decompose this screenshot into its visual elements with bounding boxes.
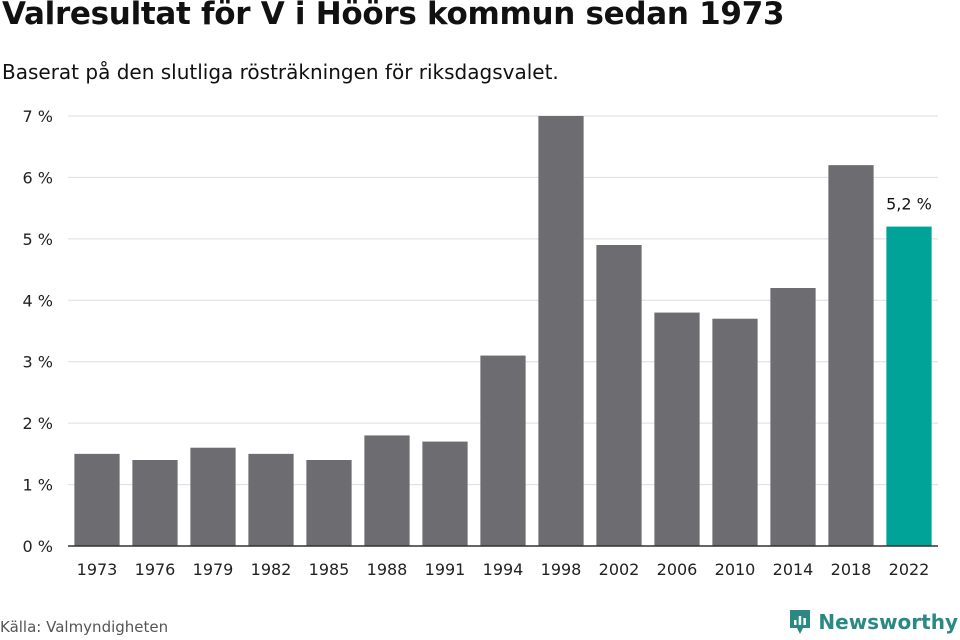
bar-2010 <box>712 318 758 546</box>
bars <box>74 116 932 547</box>
x-tick-label: 2002 <box>599 560 640 579</box>
bar-1982 <box>248 453 294 546</box>
y-tick-label: 0 % <box>23 537 53 556</box>
brand-logo: Newsworthy <box>788 608 958 636</box>
x-tick-label: 2006 <box>657 560 698 579</box>
x-tick-label: 1985 <box>309 560 350 579</box>
y-tick-label: 2 % <box>23 414 53 433</box>
bar-1988 <box>364 435 410 546</box>
y-tick-label: 3 % <box>23 353 53 372</box>
newsworthy-logo-icon <box>790 610 811 634</box>
bar-2002 <box>596 245 642 546</box>
x-tick-label: 2022 <box>889 560 930 579</box>
y-axis-tick-labels: 0 % 1 % 2 % 3 % 4 % 5 % 6 % 7 % <box>23 107 53 556</box>
x-tick-label: 2018 <box>831 560 872 579</box>
bar-2022 <box>886 226 932 547</box>
bar-2014 <box>770 288 816 546</box>
chart-subtitle: Baserat på den slutliga rösträkningen fö… <box>2 60 559 84</box>
x-axis-tick-labels: 1973 1976 1979 1982 1985 1988 1991 1994 1998 2002… <box>77 560 930 579</box>
data-label-2022: 5,2 % <box>886 195 932 214</box>
x-tick-label: 1982 <box>251 560 292 579</box>
x-tick-label: 1994 <box>483 560 524 579</box>
x-tick-label: 1976 <box>135 560 176 579</box>
y-tick-label: 6 % <box>23 168 53 187</box>
x-tick-label: 1991 <box>425 560 466 579</box>
x-tick-label: 1979 <box>193 560 234 579</box>
bar-1976 <box>132 460 178 546</box>
chart-title: Valresultat för V i Höörs kommun sedan 1… <box>2 0 785 32</box>
source-note: Källa: Valmyndigheten <box>0 618 169 636</box>
brand-name: Newsworthy <box>818 610 958 634</box>
y-tick-label: 7 % <box>23 107 53 126</box>
bar-2006 <box>654 312 700 546</box>
x-tick-label: 1998 <box>541 560 582 579</box>
bar-1985 <box>306 460 352 546</box>
bar-1991 <box>422 441 468 546</box>
bar-chart: 0 % 1 % 2 % 3 % 4 % 5 % 6 % 7 % 1973 1976 1979 198… <box>23 107 938 579</box>
x-tick-label: 1973 <box>77 560 118 579</box>
x-tick-label: 2014 <box>773 560 814 579</box>
x-tick-label: 1988 <box>367 560 408 579</box>
bar-1973 <box>74 453 120 546</box>
bar-1979 <box>190 447 236 546</box>
bar-1994 <box>480 355 526 546</box>
x-tick-label: 2010 <box>715 560 756 579</box>
bar-2018 <box>828 165 874 546</box>
y-tick-label: 5 % <box>23 230 53 249</box>
annotations: 5,2 % <box>886 195 932 214</box>
y-tick-label: 4 % <box>23 291 53 310</box>
bar-1998 <box>538 116 584 546</box>
y-tick-label: 1 % <box>23 476 53 495</box>
